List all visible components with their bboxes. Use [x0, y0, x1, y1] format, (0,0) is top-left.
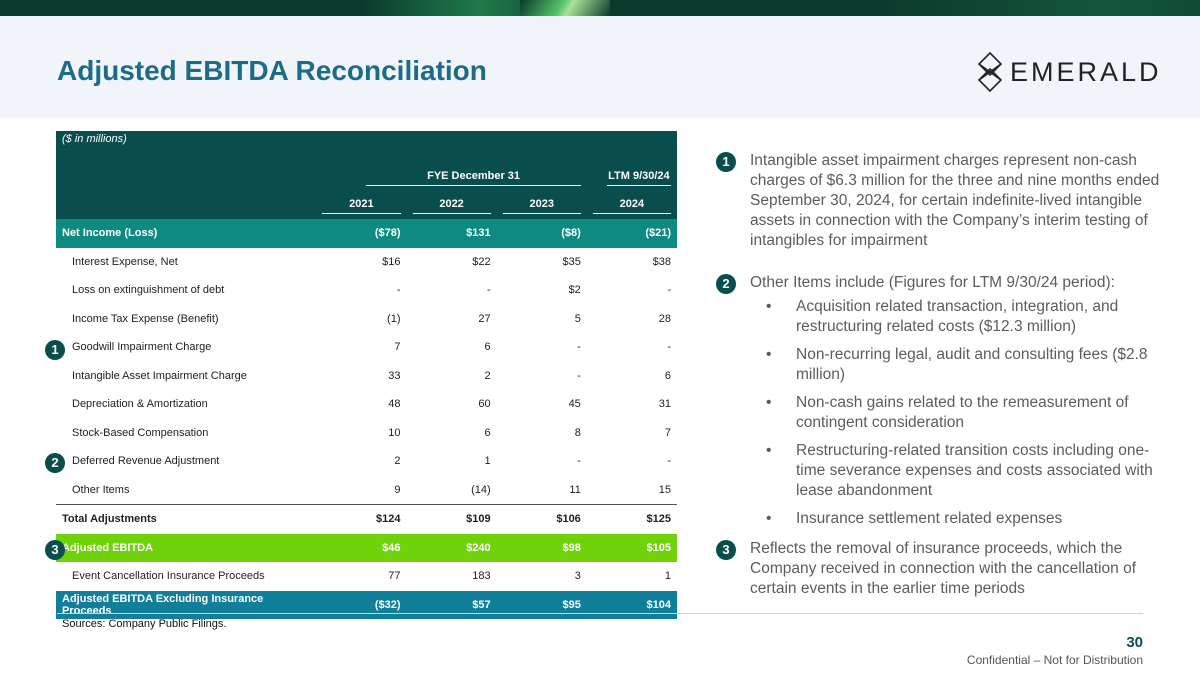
year-header: 2023: [502, 198, 581, 214]
note-2-text: Other Items include (Figures for LTM 9/3…: [750, 274, 1115, 291]
banner-gradient-right: [880, 0, 1200, 16]
table-row: Loss on extinguishment of debt - - $2 -: [72, 284, 671, 297]
page-number: 30: [1126, 634, 1143, 651]
table-header-row: FYE December 31 LTM 9/30/24: [56, 163, 677, 192]
footnote-badge-3: 3: [45, 540, 65, 560]
note-2: 2 Other Items include (Figures for LTM 9…: [716, 273, 1166, 529]
banner-highlight: [520, 0, 610, 16]
year-header-row: 2021 2022 2023 2024: [56, 192, 677, 219]
table-row: Deferred Revenue Adjustment 2 1 - -: [72, 455, 671, 468]
table-row: Other Items 9 (14) 11 15: [72, 483, 671, 496]
bullet-marker: •: [766, 298, 772, 315]
emerald-logo: EMERALD: [978, 52, 1162, 92]
page-title: Adjusted EBITDA Reconciliation: [57, 55, 487, 86]
list-item: • Acquisition related transaction, integr…: [766, 298, 1119, 335]
table-row: Depreciation & Amortization 48 60 45 31: [72, 398, 671, 411]
bullet-marker: •: [766, 346, 772, 363]
note-1: 1 Intangible asset impairment charges re…: [716, 151, 1166, 251]
note-badge-1: 1: [716, 152, 736, 172]
list-item: • Non-recurring legal, audit and consulti…: [766, 346, 1148, 383]
list-item: • Restructuring-related transition costs …: [766, 442, 1153, 499]
note-2-bullets: • Acquisition related transaction, integr…: [750, 297, 1166, 529]
table-row: Event Cancellation Insurance Proceeds 77…: [72, 570, 671, 583]
year-header: 2024: [592, 198, 671, 214]
units-label: ($ in millions): [56, 131, 677, 163]
note-3: 3 Reflects the removal of insurance proc…: [716, 539, 1166, 599]
table-header-row: ($ in millions): [56, 131, 677, 163]
header-band: [0, 16, 1200, 118]
table-row-net-income: Net Income (Loss) ($78) $131 ($8) ($21): [56, 219, 677, 248]
table-row-adjusted-ebitda: Adjusted EBITDA $46 $240 $98 $105: [56, 533, 677, 562]
confidential-label: Confidential – Not for Distribution: [966, 653, 1143, 667]
logo-wordmark: EMERALD: [1010, 56, 1162, 87]
source-note: Sources: Company Public Filings.: [62, 618, 227, 630]
bullet-marker: •: [766, 510, 772, 527]
year-header: 2022: [412, 198, 491, 214]
list-item: • Insurance settlement related expenses: [766, 510, 1063, 527]
notes-panel: 1 Intangible asset impairment charges re…: [716, 151, 1166, 621]
fye-header: FYE December 31: [366, 170, 581, 186]
note-3-text: Reflects the removal of insurance procee…: [750, 540, 1137, 597]
bullet-marker: •: [766, 394, 772, 411]
table-row-total-adjustments: Total Adjustments $124 $109 $106 $125: [56, 504, 677, 534]
footnote-badge-1: 1: [45, 340, 65, 360]
table-row: Intangible Asset Impairment Charge 33 2 …: [72, 369, 671, 382]
emerald-diamond-icon: [978, 52, 1002, 92]
note-badge-2: 2: [716, 274, 736, 294]
table-row: Stock-Based Compensation 10 6 8 7: [72, 426, 671, 439]
table-row: Goodwill Impairment Charge 7 6 - -: [72, 341, 671, 354]
ltm-header: LTM 9/30/24: [606, 170, 671, 186]
ebitda-table: ($ in millions) FYE December 31 LTM 9/30…: [56, 131, 677, 619]
note-badge-3: 3: [716, 540, 736, 560]
table-row-adjusted-ebitda-ex-insurance: Adjusted EBITDA Excluding Insurance Proc…: [56, 590, 677, 619]
year-header: 2021: [322, 198, 401, 214]
table-row: Interest Expense, Net $16 $22 $35 $38: [72, 255, 671, 268]
footer-divider: [57, 613, 1143, 614]
list-item: • Non-cash gains related to the remeasure…: [766, 394, 1129, 431]
footnote-badge-2: 2: [45, 453, 65, 473]
top-banner: [0, 0, 1200, 16]
bullet-marker: •: [766, 442, 772, 459]
table-row: Income Tax Expense (Benefit) (1) 27 5 28: [72, 312, 671, 325]
note-1-text: Intangible asset impairment charges repr…: [750, 152, 1160, 249]
